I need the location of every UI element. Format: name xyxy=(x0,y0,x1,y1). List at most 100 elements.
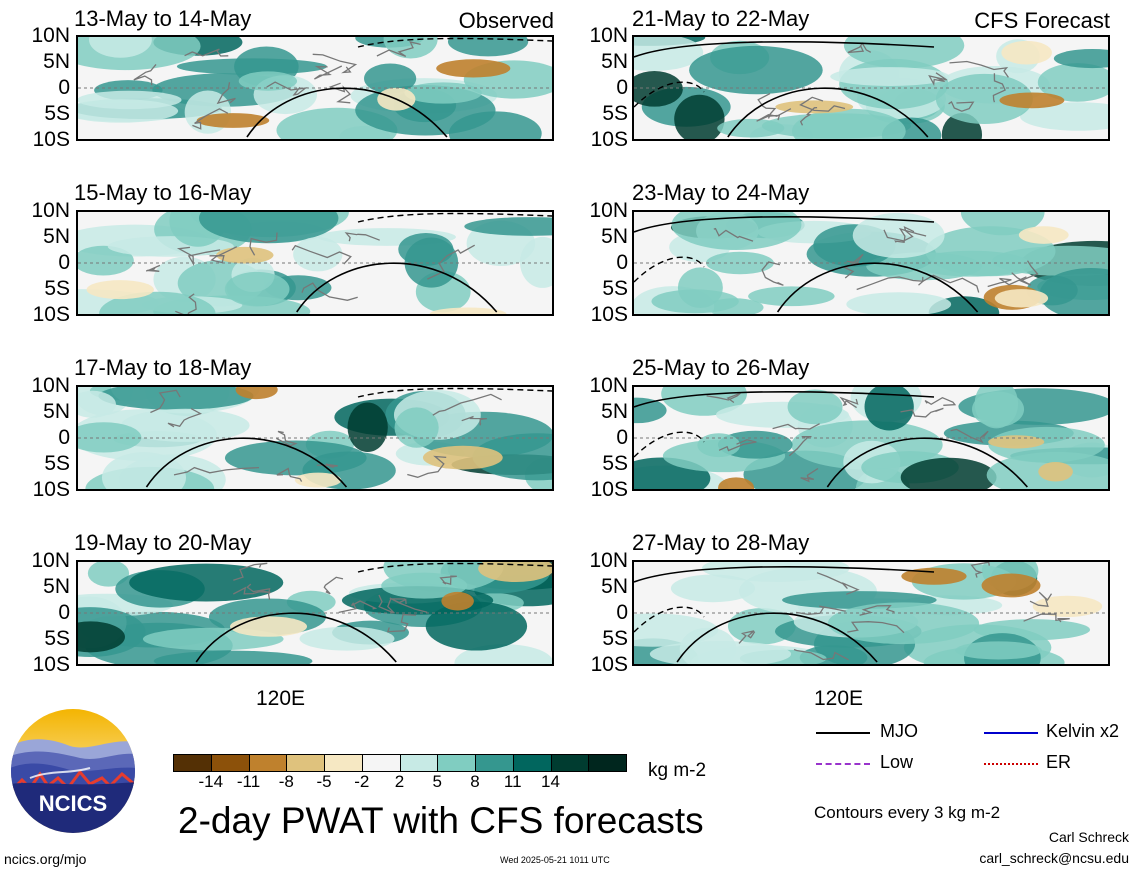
latitude-label: 0 xyxy=(58,601,70,624)
latitude-label: 5S xyxy=(44,277,70,300)
contour-note: Contours every 3 kg m-2 xyxy=(814,803,1001,822)
panel-title: 23-May to 24-May xyxy=(632,180,810,205)
colorbar-swatch xyxy=(173,754,212,772)
latitude-label: 0 xyxy=(58,251,70,274)
low-legend-label: Low xyxy=(880,752,914,772)
panel-title: 13-May to 14-May xyxy=(74,6,252,31)
latitude-label: 5S xyxy=(602,452,628,475)
colorbar-tick-label: -11 xyxy=(236,772,261,791)
latitude-label: 5S xyxy=(602,277,628,300)
latitude-label: 5S xyxy=(602,102,628,125)
latitude-label: 5N xyxy=(601,575,628,598)
latitude-label: 5S xyxy=(44,102,70,125)
footer-url[interactable]: ncics.org/mjo xyxy=(4,851,87,867)
pwat-map-panel xyxy=(76,210,554,316)
longitude-label: 120E xyxy=(256,687,306,710)
er-legend-label: ER xyxy=(1046,752,1072,772)
colorbar-swatch xyxy=(361,754,401,772)
longitude-label: 120E xyxy=(814,687,864,710)
latitude-label: 0 xyxy=(58,76,70,99)
colorbar-tick-label: 14 xyxy=(541,772,560,791)
colorbar-swatch xyxy=(210,754,250,772)
pwat-map-panel xyxy=(632,210,1110,316)
er-legend-line xyxy=(984,763,1038,765)
latitude-label: 10N xyxy=(589,199,628,222)
colorbar-tick-label: 2 xyxy=(394,772,405,791)
pwat-map-panel xyxy=(76,385,554,491)
colorbar-tick-label: 8 xyxy=(470,772,480,791)
latitude-label: 10S xyxy=(32,303,70,326)
latitude-label: 10S xyxy=(32,653,70,676)
latitude-label: 10N xyxy=(589,24,628,47)
panel-title: 27-May to 28-May xyxy=(632,530,810,555)
latitude-label: 10S xyxy=(590,128,628,151)
colorbar-tick-label: -5 xyxy=(316,772,332,791)
latitude-label: 5N xyxy=(43,575,70,598)
pwat-map-panel xyxy=(76,35,554,141)
mjo-legend-label: MJO xyxy=(880,721,918,741)
latitude-label: 5N xyxy=(601,400,628,423)
latitude-label: 10S xyxy=(590,303,628,326)
colorbar-tick-label: -8 xyxy=(278,772,294,791)
mjo-legend-line xyxy=(816,732,870,734)
pwat-map-panel xyxy=(76,560,554,666)
colorbar-swatch xyxy=(512,754,552,772)
latitude-label: 10N xyxy=(589,374,628,397)
colorbar-swatch xyxy=(437,754,476,772)
latitude-label: 0 xyxy=(58,426,70,449)
colorbar-units: kg m-2 xyxy=(648,760,707,781)
panel-title: 25-May to 26-May xyxy=(632,355,810,380)
main-title: 2-day PWAT with CFS forecasts xyxy=(178,800,704,841)
footer-email[interactable]: carl_schreck@ncsu.edu xyxy=(979,850,1129,866)
latitude-label: 5N xyxy=(43,400,70,423)
footer-timestamp: Wed 2025-05-21 1011 UTC xyxy=(500,855,610,865)
colorbar-tick-label: 5 xyxy=(432,772,442,791)
colorbar-swatch xyxy=(248,754,288,772)
latitude-label: 10N xyxy=(31,199,70,222)
colorbar-swatch xyxy=(324,754,363,772)
latitude-label: 5S xyxy=(44,627,70,650)
latitude-label: 5N xyxy=(43,50,70,73)
latitude-label: 5N xyxy=(601,225,628,248)
colorbar-swatch xyxy=(286,754,325,772)
colorbar-swatch xyxy=(475,754,514,772)
latitude-label: 5S xyxy=(602,627,628,650)
colorbar-swatch xyxy=(399,754,439,772)
latitude-label: 10S xyxy=(590,478,628,501)
latitude-label: 10N xyxy=(31,549,70,572)
low-legend-line xyxy=(816,763,870,765)
latitude-label: 5N xyxy=(601,50,628,73)
pwat-map-panel xyxy=(632,385,1110,491)
latitude-label: 0 xyxy=(616,426,628,449)
colorbar xyxy=(173,754,627,772)
panel-title: 19-May to 20-May xyxy=(74,530,252,555)
colorbar-tick-label: -2 xyxy=(354,772,370,791)
colorbar-swatch xyxy=(550,754,590,772)
colorbar-tick-label: -14 xyxy=(198,772,224,791)
latitude-label: 0 xyxy=(616,601,628,624)
panel-title: 17-May to 18-May xyxy=(74,355,252,380)
colorbar-swatch xyxy=(588,754,627,772)
footer-author: Carl Schreck xyxy=(1048,829,1129,845)
latitude-label: 5N xyxy=(43,225,70,248)
latitude-label: 10S xyxy=(590,653,628,676)
latitude-label: 10S xyxy=(32,128,70,151)
ncics-logo-text: NCICS xyxy=(39,791,107,816)
panel-title: 21-May to 22-May xyxy=(632,6,810,31)
latitude-label: 5S xyxy=(44,452,70,475)
observed-label: Observed xyxy=(458,8,554,33)
kelvin-legend-line xyxy=(984,732,1038,734)
colorbar-tick-label: 11 xyxy=(503,772,522,791)
latitude-label: 10N xyxy=(589,549,628,572)
panel-title: 15-May to 16-May xyxy=(74,180,252,205)
latitude-label: 10S xyxy=(32,478,70,501)
latitude-label: 10N xyxy=(31,24,70,47)
kelvin-legend-label: Kelvin x2 xyxy=(1046,721,1120,741)
latitude-label: 10N xyxy=(31,374,70,397)
forecast-label: CFS Forecast xyxy=(974,8,1110,33)
latitude-label: 0 xyxy=(616,251,628,274)
ncics-logo: NCICS xyxy=(10,708,136,834)
pwat-map-panel xyxy=(632,35,1110,141)
pwat-map-panel xyxy=(632,560,1110,666)
latitude-label: 0 xyxy=(616,76,628,99)
